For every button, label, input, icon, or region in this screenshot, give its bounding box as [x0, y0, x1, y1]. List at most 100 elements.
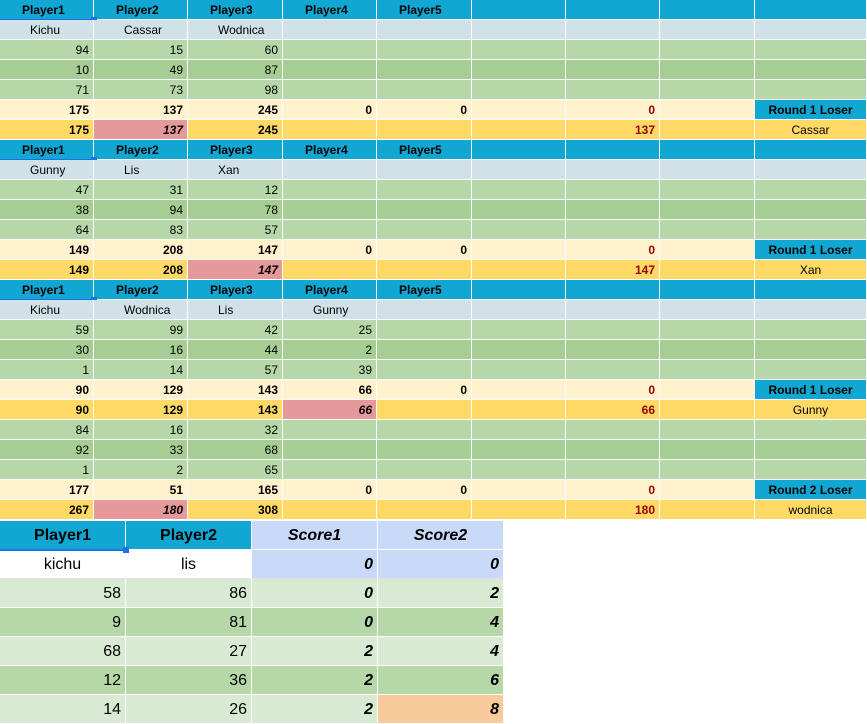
player-name-cell[interactable]: Lis — [188, 300, 283, 320]
score-cell[interactable] — [377, 80, 472, 100]
total-extra-cell[interactable]: 0 — [566, 380, 660, 400]
score-cell[interactable] — [566, 180, 660, 200]
header-player2[interactable]: Player2 — [94, 0, 188, 20]
total-cell[interactable]: 0 — [283, 240, 377, 260]
final-score-cell[interactable]: 8 — [378, 695, 504, 724]
empty-cell[interactable] — [660, 100, 755, 120]
score-cell[interactable] — [660, 200, 755, 220]
score-cell[interactable]: 59 — [0, 320, 94, 340]
score-cell[interactable] — [472, 360, 566, 380]
score-cell[interactable] — [755, 220, 867, 240]
score-cell[interactable]: 49 — [94, 60, 188, 80]
score-cell[interactable]: 83 — [94, 220, 188, 240]
empty-cell[interactable] — [660, 260, 755, 280]
loser-name-cell[interactable]: Cassar — [755, 120, 867, 140]
final-value-cell[interactable]: 9 — [0, 608, 126, 637]
score-cell[interactable] — [660, 40, 755, 60]
result-cell[interactable] — [377, 120, 472, 140]
player-name-cell[interactable]: Gunny — [0, 160, 94, 180]
score-cell[interactable] — [755, 40, 867, 60]
score-cell[interactable]: 16 — [94, 340, 188, 360]
header-empty[interactable] — [566, 280, 660, 300]
result-extra-cell[interactable]: 66 — [566, 400, 660, 420]
empty-cell[interactable] — [660, 380, 755, 400]
player-name-cell[interactable]: Kichu — [0, 300, 94, 320]
score-cell[interactable]: 68 — [188, 440, 283, 460]
score-cell[interactable]: 10 — [0, 60, 94, 80]
player-name-cell[interactable]: Wodnica — [188, 20, 283, 40]
loser-label[interactable]: Round 1 Loser — [755, 240, 867, 260]
score-cell[interactable] — [377, 220, 472, 240]
final-score-cell[interactable]: 2 — [252, 666, 378, 695]
score-cell[interactable] — [472, 180, 566, 200]
empty-cell[interactable] — [472, 500, 566, 520]
score-cell[interactable] — [283, 440, 377, 460]
player-name-cell[interactable] — [377, 20, 472, 40]
score-cell[interactable] — [283, 180, 377, 200]
empty-cell[interactable] — [472, 480, 566, 500]
loser-label[interactable]: Round 2 Loser — [755, 480, 867, 500]
score-cell[interactable] — [377, 180, 472, 200]
header-player4[interactable]: Player4 — [283, 0, 377, 20]
score-cell[interactable] — [472, 200, 566, 220]
score-cell[interactable] — [472, 220, 566, 240]
final-header-cell[interactable]: Player1 — [0, 521, 126, 550]
player-name-cell[interactable]: Xan — [188, 160, 283, 180]
score-cell[interactable]: 99 — [94, 320, 188, 340]
header-player1[interactable]: Player1 — [0, 140, 94, 160]
total-cell[interactable]: 147 — [188, 240, 283, 260]
score-cell[interactable] — [566, 460, 660, 480]
score-cell[interactable] — [755, 340, 867, 360]
score-cell[interactable] — [566, 220, 660, 240]
score-cell[interactable] — [472, 60, 566, 80]
total-cell[interactable]: 129 — [94, 380, 188, 400]
final-score-cell[interactable]: 2 — [252, 637, 378, 666]
loser-label[interactable]: Round 1 Loser — [755, 380, 867, 400]
player-name-cell[interactable]: Cassar — [94, 20, 188, 40]
result-cell[interactable] — [283, 500, 377, 520]
header-empty[interactable] — [660, 0, 755, 20]
score-cell[interactable] — [660, 460, 755, 480]
score-cell[interactable] — [660, 80, 755, 100]
score-cell[interactable]: 94 — [94, 200, 188, 220]
total-cell[interactable]: 208 — [94, 240, 188, 260]
score-cell[interactable]: 94 — [0, 40, 94, 60]
player-name-cell[interactable] — [660, 20, 755, 40]
player-name-cell[interactable] — [283, 160, 377, 180]
result-cell[interactable]: 267 — [0, 500, 94, 520]
lowest-score-cell[interactable]: 66 — [283, 400, 377, 420]
score-cell[interactable]: 12 — [188, 180, 283, 200]
score-cell[interactable] — [755, 320, 867, 340]
empty-cell[interactable] — [472, 120, 566, 140]
lowest-score-cell[interactable]: 180 — [94, 500, 188, 520]
score-cell[interactable]: 84 — [0, 420, 94, 440]
score-cell[interactable] — [660, 340, 755, 360]
player-name-cell[interactable] — [377, 160, 472, 180]
total-cell[interactable]: 245 — [188, 100, 283, 120]
score-cell[interactable]: 87 — [188, 60, 283, 80]
player-name-cell[interactable] — [660, 300, 755, 320]
score-cell[interactable]: 33 — [94, 440, 188, 460]
score-cell[interactable] — [755, 420, 867, 440]
score-cell[interactable]: 57 — [188, 360, 283, 380]
header-player1[interactable]: Player1 — [0, 0, 94, 20]
score-cell[interactable] — [377, 40, 472, 60]
header-player4[interactable]: Player4 — [283, 280, 377, 300]
loser-label[interactable]: Round 1 Loser — [755, 100, 867, 120]
final-score-cell[interactable]: 0 — [252, 579, 378, 608]
player-name-cell[interactable] — [660, 160, 755, 180]
score-cell[interactable] — [566, 420, 660, 440]
score-cell[interactable] — [472, 460, 566, 480]
total-extra-cell[interactable]: 0 — [566, 480, 660, 500]
result-cell[interactable]: 175 — [0, 120, 94, 140]
score-cell[interactable] — [377, 60, 472, 80]
score-cell[interactable] — [472, 420, 566, 440]
empty-cell[interactable] — [472, 100, 566, 120]
header-player3[interactable]: Player3 — [188, 280, 283, 300]
total-cell[interactable]: 165 — [188, 480, 283, 500]
player-name-cell[interactable] — [755, 20, 867, 40]
header-empty[interactable] — [755, 140, 867, 160]
player-name-cell[interactable]: Lis — [94, 160, 188, 180]
score-cell[interactable]: 1 — [0, 360, 94, 380]
score-cell[interactable] — [566, 80, 660, 100]
